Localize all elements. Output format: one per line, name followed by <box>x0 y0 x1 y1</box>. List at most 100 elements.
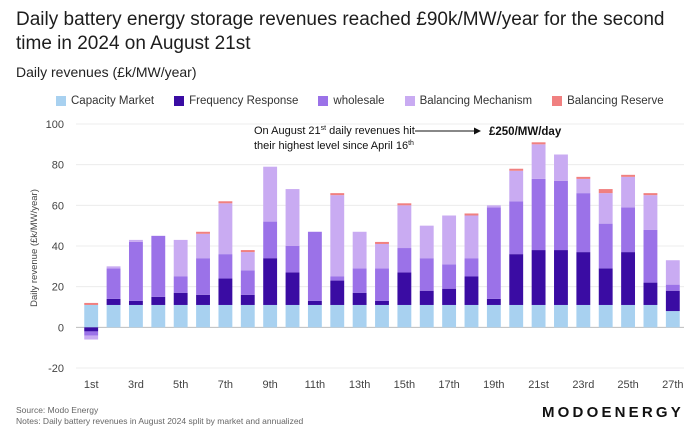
bar-segment-frequency-response <box>106 298 121 305</box>
bar-segment-capacity-market <box>621 304 636 328</box>
x-tick-label: 27th <box>662 379 683 391</box>
bar-segment-frequency-response <box>263 258 278 305</box>
bar-segment-balancing-mechanism <box>375 243 389 269</box>
bar-segment-wholesale <box>598 223 613 269</box>
bar-segment-balancing-mechanism <box>486 205 501 208</box>
bar-segment-wholesale <box>509 201 524 255</box>
bar-segment-capacity-market <box>643 304 658 328</box>
bar-segment-frequency-response <box>397 272 412 305</box>
bar-segment-frequency-response <box>531 250 546 305</box>
legend-swatch <box>404 96 415 106</box>
bar-segment-capacity-market <box>419 304 434 328</box>
bar-segment-capacity-market <box>576 304 591 328</box>
bar-segment-balancing-mechanism <box>263 166 278 222</box>
bar-segment-wholesale <box>84 331 99 336</box>
bar-segment-balancing-mechanism <box>576 178 591 194</box>
x-tick-label: 11th <box>305 379 326 391</box>
y-tick-label: 60 <box>52 200 64 212</box>
y-axis-title: Daily revenue (£k/MW/year) <box>29 189 40 307</box>
bar-segment-frequency-response <box>554 250 568 305</box>
bar-segment-balancing-mechanism <box>196 233 210 259</box>
bar-segment-capacity-market <box>554 304 568 328</box>
bar-segment-balancing-reserve <box>218 201 233 204</box>
bar-segment-wholesale <box>486 207 501 299</box>
annotation-arrow-head <box>474 127 481 135</box>
bar-segment-balancing-mechanism <box>218 203 233 255</box>
bar-segment-balancing-reserve <box>397 203 412 206</box>
bar-segment-balancing-reserve <box>643 193 658 196</box>
x-tick-label: 1st <box>84 379 99 391</box>
bar-segment-frequency-response <box>84 327 99 332</box>
bar-segment-frequency-response <box>240 294 255 305</box>
bar-segment-capacity-market <box>84 304 99 328</box>
bar-segment-frequency-response <box>151 296 166 305</box>
bar-segment-wholesale <box>128 241 143 301</box>
legend: Capacity Market Frequency Response whole… <box>56 95 664 107</box>
bar-segment-capacity-market <box>486 304 501 328</box>
bar-segment-wholesale <box>218 254 233 279</box>
bar-segment-balancing-reserve <box>621 174 636 177</box>
bar-segment-wholesale <box>554 180 568 251</box>
bar-segment-balancing-mechanism <box>397 205 412 249</box>
bar-segment-balancing-reserve <box>196 231 210 234</box>
bar-segment-balancing-reserve <box>375 241 389 244</box>
bar-segment-capacity-market <box>151 304 166 328</box>
bar-segment-frequency-response <box>464 276 479 305</box>
bar-segment-wholesale <box>196 258 210 295</box>
y-tick-label: -20 <box>48 363 64 375</box>
legend-label: Capacity Market <box>71 95 155 107</box>
bar-segment-capacity-market <box>665 311 680 328</box>
bar-segment-balancing-mechanism <box>554 154 568 181</box>
bar-segment-wholesale <box>352 268 367 293</box>
bar-segment-wholesale <box>173 276 188 293</box>
y-tick-label: 0 <box>58 322 64 334</box>
x-tick-label: 15th <box>394 379 415 391</box>
x-tick-label: 9th <box>262 379 277 391</box>
bar-segment-capacity-market <box>397 304 412 328</box>
bar-segment-frequency-response <box>509 254 524 305</box>
bar-segment-balancing-mechanism <box>464 215 479 259</box>
bar-segment-wholesale <box>397 248 412 273</box>
bar-segment-capacity-market <box>464 304 479 328</box>
x-tick-label: 23rd <box>572 379 594 391</box>
bar-segment-frequency-response <box>196 294 210 305</box>
bar-segment-balancing-mechanism <box>419 225 434 259</box>
bar-segment-balancing-mechanism <box>106 266 121 269</box>
legend-item-balancing-mechanism: Balancing Mechanism <box>404 95 532 107</box>
bar-segment-balancing-mechanism <box>665 260 680 285</box>
bar-segment-wholesale <box>442 264 457 289</box>
bar-segment-balancing-mechanism <box>442 215 457 265</box>
bar-segment-balancing-reserve <box>509 168 524 171</box>
y-tick-label: 40 <box>52 241 64 253</box>
bar-segment-balancing-mechanism <box>285 189 300 246</box>
bar-segment-capacity-market <box>285 304 300 328</box>
legend-swatch <box>552 96 563 106</box>
legend-item-capacity-market: Capacity Market <box>56 95 154 107</box>
bar-segment-frequency-response <box>352 292 367 305</box>
bar-segment-wholesale <box>375 268 389 301</box>
bar-segment-balancing-reserve <box>240 250 255 253</box>
bar-segment-capacity-market <box>263 304 278 328</box>
bar-segment-capacity-market <box>598 304 613 328</box>
bar-segment-frequency-response <box>576 252 591 305</box>
bar-segment-frequency-response <box>442 288 457 305</box>
bar-segment-frequency-response <box>285 272 300 305</box>
x-tick-label: 19th <box>483 379 504 391</box>
bar-segment-capacity-market <box>442 304 457 328</box>
bar-segment-balancing-reserve <box>84 302 99 305</box>
bar-segment-capacity-market <box>106 304 121 328</box>
chart-subtitle: Daily revenues (£k/MW/year) <box>16 64 197 80</box>
legend-swatch <box>56 96 66 106</box>
x-tick-label: 17th <box>438 379 459 391</box>
bar-segment-capacity-market <box>531 304 546 328</box>
bar-segment-wholesale <box>106 268 121 299</box>
bar-segment-wholesale <box>307 231 322 301</box>
legend-swatch <box>174 96 185 106</box>
bar-segment-capacity-market <box>128 304 143 328</box>
bar-segment-frequency-response <box>307 300 322 305</box>
bar-segment-balancing-reserve <box>464 213 479 216</box>
x-tick-label: 13th <box>349 379 370 391</box>
bar-segment-balancing-reserve <box>531 142 546 145</box>
bar-segment-wholesale <box>419 258 434 291</box>
bar-segment-wholesale <box>240 270 255 295</box>
